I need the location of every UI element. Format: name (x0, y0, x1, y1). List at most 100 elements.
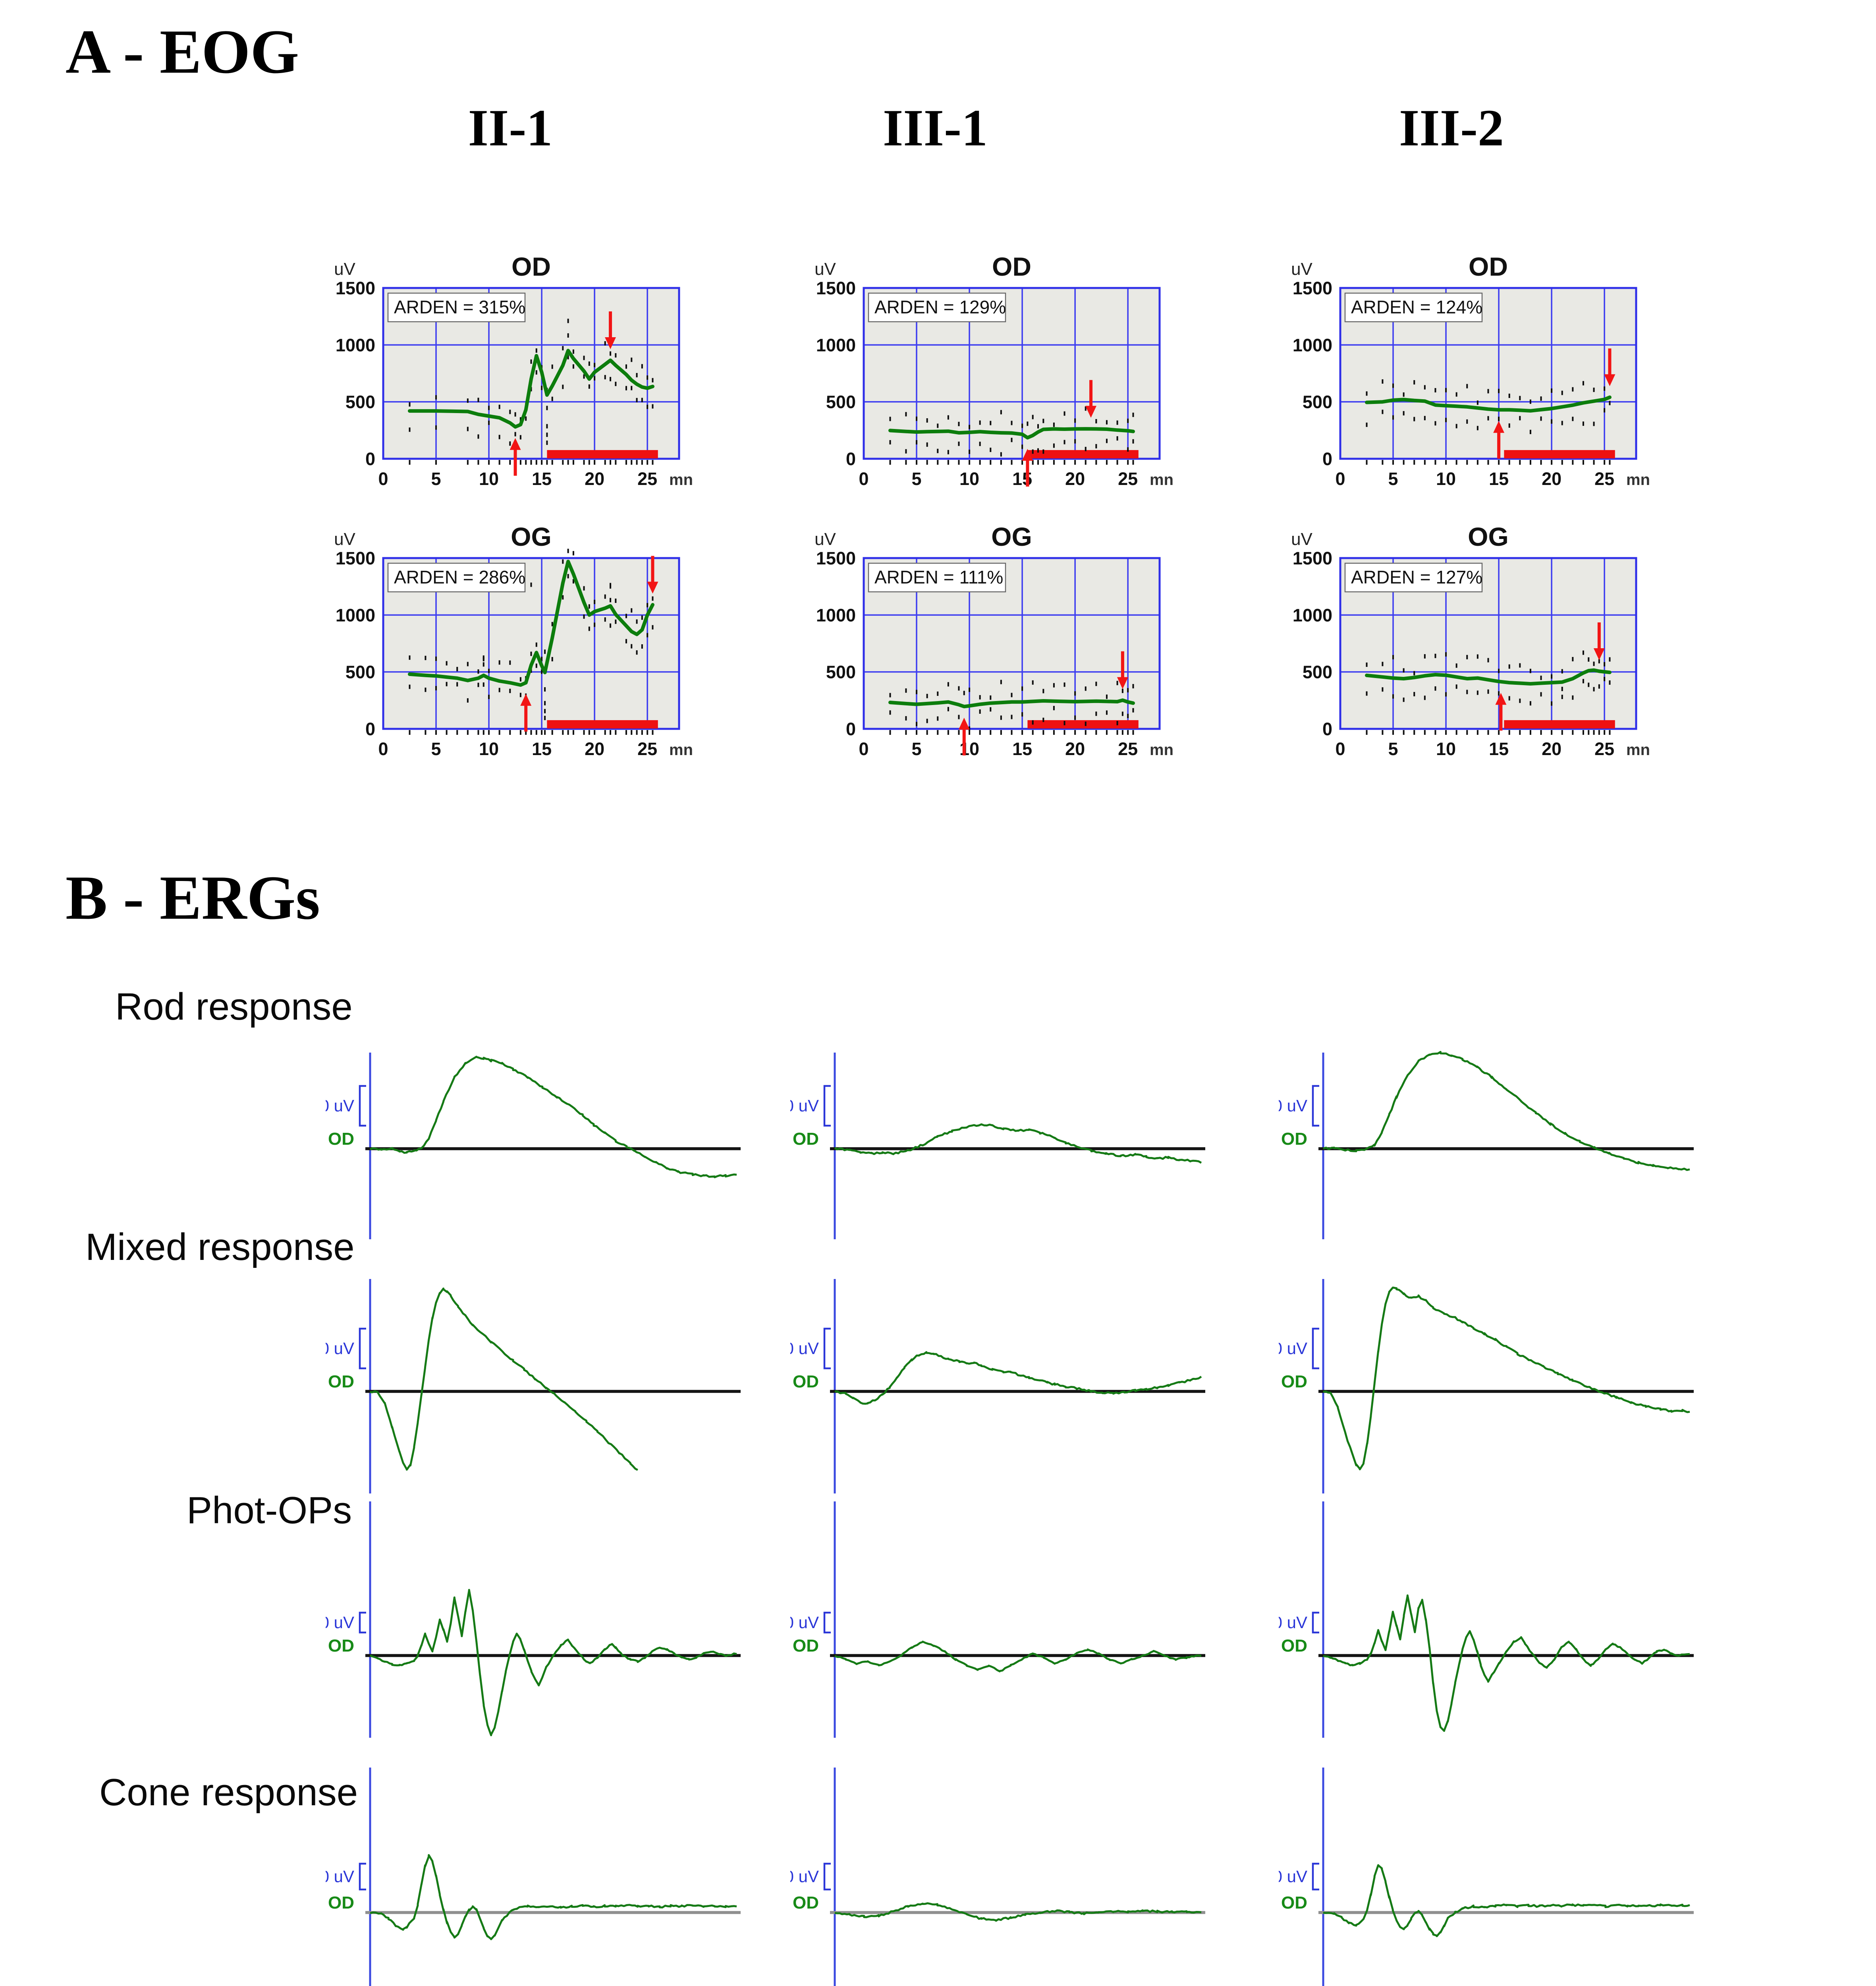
arden-label: ARDEN = 286% (394, 567, 525, 587)
scale-bracket (359, 1862, 366, 1891)
scale-bracket (1312, 1611, 1319, 1634)
scale-bracket (823, 1085, 831, 1127)
row-label-mixed-response: Mixed response (85, 1226, 355, 1268)
scale-label: 50 uV (790, 1867, 819, 1886)
row-label-cone-response: Cone response (99, 1771, 358, 1814)
x-tick-label: 25 (1118, 739, 1138, 759)
erg-trace-cone-response-col3: 50 uV OD (1279, 1768, 1694, 1986)
eog-trace (888, 427, 1135, 440)
eye-label: OD (1281, 1893, 1307, 1913)
y-axis-unit: uV (334, 529, 355, 549)
x-tick-label: 25 (637, 739, 657, 759)
erg-waveform (370, 1589, 737, 1737)
plot-frame (382, 557, 680, 730)
x-tick-label: 15 (532, 739, 552, 759)
arden-label: ARDEN = 111% (874, 567, 1003, 587)
plot-frame (863, 287, 1161, 460)
light-phase-bar (547, 720, 658, 729)
scatter-dot (544, 709, 546, 713)
x-tick-label: 10 (959, 739, 979, 759)
light-phase-bar (1027, 720, 1139, 729)
scatter-dot (610, 598, 612, 603)
arden-label: ARDEN = 124% (1351, 297, 1482, 317)
y-tick-label: 1500 (816, 278, 856, 298)
y-tick-label: 0 (1322, 719, 1332, 739)
x-tick-label: 0 (859, 469, 869, 489)
down-arrow (1117, 651, 1128, 689)
y-tick-label: 1000 (816, 605, 856, 625)
arden-label: ARDEN = 315% (394, 297, 525, 317)
y-axis-unit: uV (814, 529, 836, 549)
scatter-dot (546, 433, 548, 437)
scale-bracket (359, 1611, 366, 1634)
eye-title: OD (1469, 252, 1508, 281)
light-phase-bar (1504, 450, 1615, 459)
y-tick-label: 500 (1303, 662, 1332, 682)
eye-title: OG (991, 522, 1032, 551)
y-tick-label: 500 (345, 392, 375, 412)
row-label-rod-response: Rod response (115, 985, 353, 1028)
scale-label: 100 uV (790, 1096, 819, 1115)
x-tick-label: 25 (1118, 469, 1138, 489)
eye-label: OD (1281, 1636, 1307, 1656)
erg-waveform (834, 1902, 1202, 1922)
eog-plot-III-1-OD: uV OD 1500 1000 500 00 5 10 15 20 25 mn ARDEN = 129% (814, 252, 1173, 489)
x-tick-label: 0 (1335, 469, 1345, 489)
x-tick-label: 5 (912, 469, 922, 489)
scale-bracket (359, 1085, 366, 1127)
eye-label: OD (328, 1893, 354, 1913)
erg-waveform (834, 1640, 1202, 1673)
x-tick-label: 15 (1489, 469, 1509, 489)
eog-plot-III-1-OG: uV OG 1500 1000 500 00 5 10 15 20 25 mn ARDEN = 111% (814, 522, 1173, 759)
scale-label: 100 uV (326, 1096, 354, 1115)
erg-waveform (834, 1351, 1202, 1405)
scatter-dot (483, 662, 484, 667)
x-tick-label: 15 (532, 469, 552, 489)
eog-trace (888, 698, 1135, 709)
down-arrow (647, 556, 658, 594)
scale-bracket (359, 1327, 366, 1370)
y-tick-label: 1500 (1293, 278, 1332, 298)
eye-label: OD (328, 1636, 354, 1656)
x-tick-label: 20 (585, 739, 604, 759)
column-header-iii-2: III-2 (1399, 99, 1504, 157)
eye-label: OD (1281, 1129, 1307, 1149)
y-axis-unit: uV (1291, 529, 1312, 549)
x-axis-unit: mn (1150, 471, 1173, 489)
scale-bracket (1312, 1862, 1319, 1891)
y-axis-unit: uV (814, 259, 836, 279)
scale-label: 100 uV (1279, 1339, 1307, 1358)
eog-plot-II-1-OG: uV OG 1500 1000 500 00 5 10 15 20 25 mn ARDEN = 286% (334, 522, 693, 759)
erg-waveform (1323, 1051, 1690, 1171)
eye-title: OG (511, 522, 552, 551)
erg-waveform (370, 1055, 737, 1178)
x-tick-label: 20 (1065, 469, 1085, 489)
scale-bracket (823, 1611, 831, 1634)
column-header-ii-1: II-1 (468, 99, 553, 157)
plot-frame (863, 557, 1161, 730)
erg-trace-rod-response-col1: 100 uV OD (326, 1053, 741, 1239)
eye-label: OD (793, 1636, 819, 1656)
x-axis-unit: mn (669, 471, 693, 489)
up-arrow (958, 717, 970, 755)
eye-label: OD (328, 1372, 354, 1391)
scale-label: 100 uV (1279, 1096, 1307, 1115)
scale-label: 100 uV (790, 1339, 819, 1358)
eye-label: OD (793, 1372, 819, 1391)
x-tick-label: 15 (1489, 739, 1509, 759)
x-axis-unit: mn (1626, 471, 1650, 489)
scatter-dot (483, 655, 484, 660)
x-tick-label: 0 (859, 739, 869, 759)
y-tick-label: 1500 (1293, 548, 1332, 568)
x-tick-label: 15 (1012, 469, 1032, 489)
erg-trace-rod-response-col3: 100 uV OD (1279, 1051, 1694, 1239)
x-tick-label: 0 (378, 469, 388, 489)
x-tick-label: 15 (1012, 739, 1032, 759)
eye-label: OD (793, 1893, 819, 1913)
eye-title: OD (511, 252, 551, 281)
down-arrow (1593, 622, 1605, 660)
panel-a-title: A - EOG (66, 17, 299, 87)
scale-bracket (1312, 1085, 1319, 1127)
eye-title: OD (992, 252, 1031, 281)
scatter-dot (610, 584, 612, 589)
